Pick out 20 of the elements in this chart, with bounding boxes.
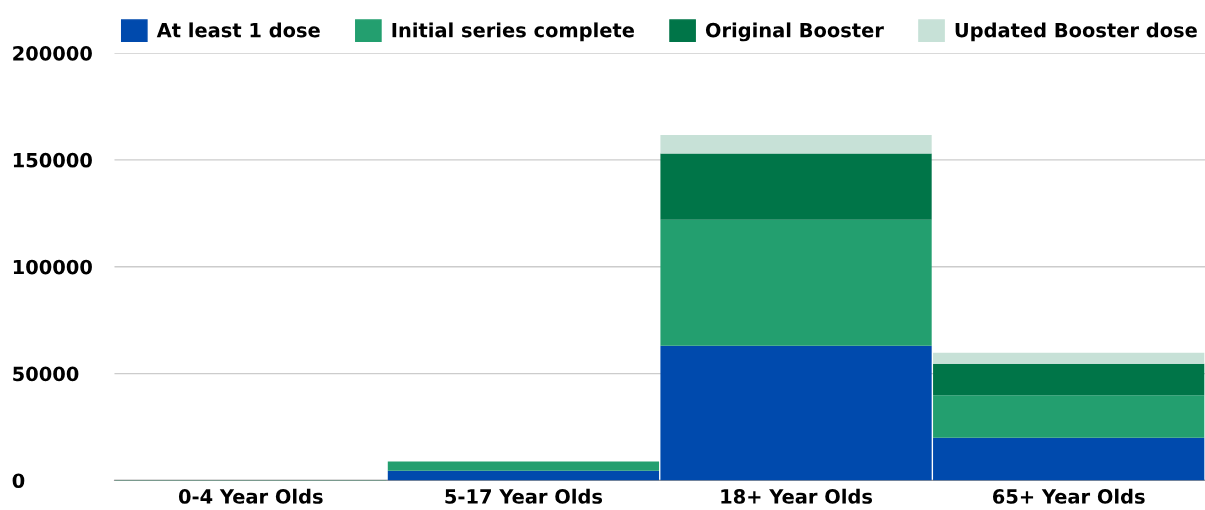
x-tick-label: 5-17 Year Olds <box>445 488 603 504</box>
bar <box>660 153 932 220</box>
legend-label: Updated Booster dose <box>955 22 1197 42</box>
bar <box>933 395 1205 438</box>
y-tick-label: 200000 <box>13 46 92 61</box>
x-tick-label: 65+ Year Olds <box>993 488 1145 504</box>
legend-label: At least 1 dose <box>156 22 320 38</box>
legend-label: Initial series complete <box>392 22 634 42</box>
bar <box>933 363 1205 396</box>
y-tick-label: 50000 <box>13 366 79 382</box>
y-tick-label: 100000 <box>13 259 92 275</box>
bar <box>660 135 932 154</box>
bar <box>660 219 932 346</box>
bar <box>933 352 1205 364</box>
y-tick-label: 150000 <box>13 152 92 168</box>
x-tick-label: 0-4 Year Olds <box>178 488 323 504</box>
legend-label: Original Booster <box>705 22 884 42</box>
bar <box>387 461 660 471</box>
x-tick-label: 18+ Year Olds <box>721 488 873 504</box>
y-tick-label: 0 <box>12 473 25 489</box>
